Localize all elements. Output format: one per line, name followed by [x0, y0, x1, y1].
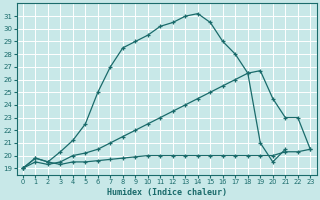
- X-axis label: Humidex (Indice chaleur): Humidex (Indice chaleur): [107, 188, 227, 197]
